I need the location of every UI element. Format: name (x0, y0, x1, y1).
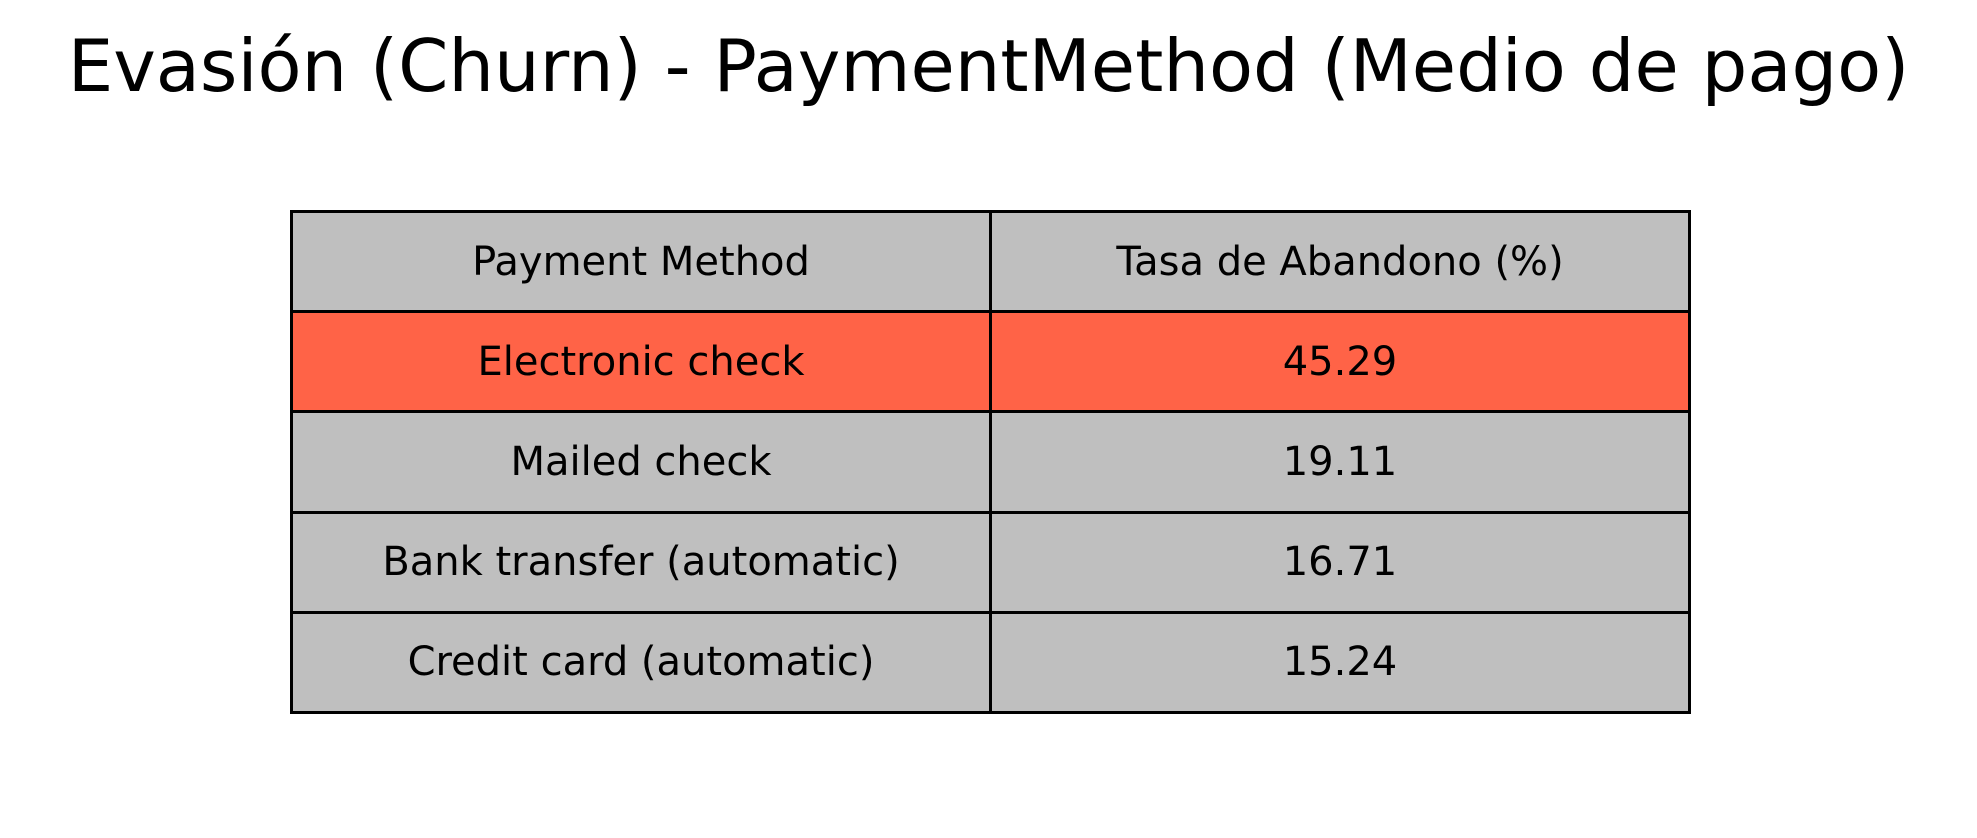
header-churn-rate: Tasa de Abandono (%) (989, 210, 1691, 313)
payment-method-cell: Electronic check (290, 309, 992, 414)
churn-rate-cell: 19.11 (989, 410, 1691, 514)
table-row: Mailed check 19.11 (290, 410, 1691, 514)
churn-table: Payment Method Tasa de Abandono (%) Elec… (290, 210, 1691, 715)
churn-rate-cell: 16.71 (989, 510, 1691, 614)
churn-rate-cell: 15.24 (989, 610, 1691, 715)
payment-method-cell: Credit card (automatic) (290, 610, 992, 715)
table-header-row: Payment Method Tasa de Abandono (%) (290, 210, 1691, 313)
table-row: Credit card (automatic) 15.24 (290, 610, 1691, 715)
table-row: Bank transfer (automatic) 16.71 (290, 510, 1691, 614)
table-row: Electronic check 45.29 (290, 309, 1691, 414)
chart-title: Evasión (Churn) - PaymentMethod (Medio d… (67, 24, 1910, 108)
payment-method-cell: Bank transfer (automatic) (290, 510, 992, 614)
header-payment-method: Payment Method (290, 210, 992, 313)
churn-rate-cell: 45.29 (989, 309, 1691, 414)
payment-method-cell: Mailed check (290, 410, 992, 514)
